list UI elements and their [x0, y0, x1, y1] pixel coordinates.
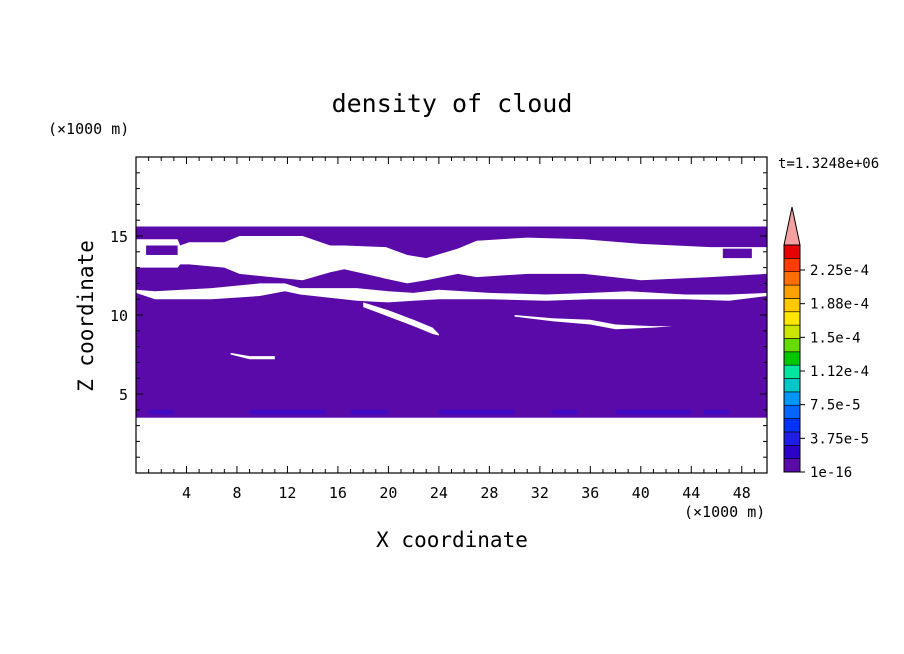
dense-streak-2 [249, 409, 326, 415]
colorbar-swatch [783, 458, 801, 473]
plot-area [135, 156, 768, 474]
x-tick-label: 24 [430, 484, 448, 502]
colorbar-swatch [783, 284, 801, 299]
dense-streak-5 [552, 409, 578, 415]
x-tick-label: 4 [182, 484, 191, 502]
colorbar-swatch [783, 338, 801, 353]
colorbar-swatch [783, 418, 801, 433]
colorbar: 2.25e-4 1.88e-4 1.5e-4 1.12e-4 7.5e-5 3.75e-5… [783, 206, 869, 481]
colorbar-over-arrow [783, 206, 801, 246]
colorbar-tick-label: 2.25e-4 [810, 263, 869, 279]
clear-gap-1 [136, 236, 767, 284]
x-tick-label: 12 [278, 484, 296, 502]
colorbar-swatch [783, 351, 801, 366]
dense-streak-1 [148, 409, 174, 415]
y-axis-label: Z coordinate [74, 240, 98, 392]
colorbar-tick-label: 1.88e-4 [810, 297, 869, 313]
dense-streak-3 [350, 409, 389, 415]
cloud-island-3 [722, 248, 752, 259]
x-axis: 4 8 12 16 20 24 28 32 36 40 44 48 [148, 157, 755, 502]
colorbar-swatch [783, 431, 801, 446]
time-label: t=1.3248e+06 [778, 156, 879, 172]
colorbar-swatch [783, 391, 801, 406]
cloud-island-4 [756, 226, 767, 232]
clear-gap-4 [514, 315, 673, 330]
x-tick-label: 28 [480, 484, 498, 502]
dense-streak-7 [703, 409, 730, 415]
colorbar-tick-label: 1.12e-4 [810, 364, 869, 380]
colorbar-swatch [783, 258, 801, 273]
colorbar-tick-label: 3.75e-5 [810, 431, 869, 447]
colorbar-swatch [783, 298, 801, 313]
y-tick-label: 15 [110, 228, 128, 246]
y-tick-label: 10 [110, 307, 128, 325]
x-tick-label: 32 [531, 484, 549, 502]
chart-title: density of cloud [332, 89, 573, 118]
colorbar-tick-label: 1.5e-4 [810, 330, 861, 346]
colorbar-tick-label: 7.5e-5 [810, 398, 861, 414]
colorbar-swatch [783, 444, 801, 459]
colorbar-swatch [783, 378, 801, 393]
x-tick-label: 8 [232, 484, 241, 502]
x-tick-label: 20 [379, 484, 397, 502]
dense-streak-6 [615, 409, 692, 415]
x-tick-label: 16 [329, 484, 347, 502]
dense-streak-4 [438, 409, 515, 415]
x-axis-label: X coordinate [376, 528, 528, 552]
colorbar-tick-label: 1e-16 [810, 465, 852, 481]
y-tick-label: 5 [119, 386, 128, 404]
clear-gap-3 [363, 302, 439, 336]
colorbar-swatch [783, 271, 801, 286]
colorbar-swatch [783, 364, 801, 379]
cloud-island-1 [146, 245, 178, 255]
x-tick-label: 40 [632, 484, 650, 502]
clear-gap-2 [136, 283, 767, 303]
colorbar-swatch [783, 404, 801, 419]
x-unit-label: (×1000 m) [684, 503, 765, 521]
y-unit-label: (×1000 m) [48, 120, 129, 138]
clear-gap-5 [230, 352, 275, 360]
x-tick-label: 36 [581, 484, 599, 502]
colorbar-swatch [783, 311, 801, 326]
cloud-island-2 [533, 226, 558, 232]
colorbar-swatch [783, 324, 801, 339]
x-tick-label: 48 [733, 484, 751, 502]
y-axis: 5 10 15 [110, 172, 767, 458]
colorbar-swatch [783, 244, 801, 259]
x-tick-label: 44 [682, 484, 700, 502]
